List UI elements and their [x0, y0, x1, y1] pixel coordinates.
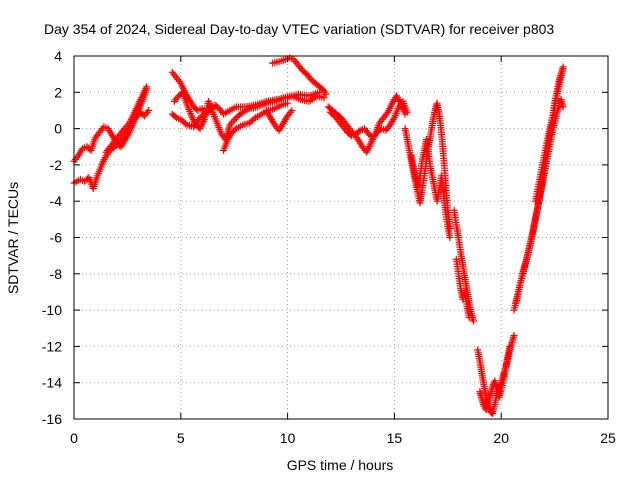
y-tick-label: 0	[54, 121, 62, 137]
data-point	[229, 117, 237, 125]
chart-title: Day 354 of 2024, Sidereal Day-to-day VTE…	[44, 21, 554, 37]
data-point	[506, 342, 514, 350]
data-point	[322, 90, 330, 98]
data-point	[201, 110, 209, 118]
x-tick-labels: 0 5 10 15 20 25	[70, 430, 616, 446]
data-point	[182, 120, 190, 128]
data-point	[250, 115, 258, 123]
data-points	[70, 54, 567, 418]
data-point	[231, 116, 239, 124]
y-tick-label: 2	[54, 84, 62, 100]
y-tick-label: -14	[42, 375, 62, 391]
data-point	[446, 234, 454, 241]
axis-ticks	[73, 55, 609, 420]
y-tick-label: -10	[42, 302, 62, 318]
y-tick-label: -6	[50, 230, 63, 246]
x-tick-label: 0	[70, 430, 78, 446]
data-point	[469, 317, 477, 325]
x-axis-title: GPS time / hours	[287, 457, 394, 473]
x-tick-label: 10	[280, 430, 296, 446]
grid-lines	[74, 56, 608, 419]
data-point	[288, 106, 296, 114]
data-point	[320, 94, 328, 102]
data-point	[403, 108, 411, 116]
data-point	[510, 332, 518, 340]
data-point	[209, 105, 217, 113]
y-tick-label: 4	[54, 48, 62, 64]
x-tick-label: 20	[493, 430, 509, 446]
y-axis-title: SDTVAR / TECUs	[5, 182, 21, 294]
x-tick-label: 25	[600, 430, 616, 446]
y-tick-label: -12	[42, 338, 62, 354]
data-point	[355, 128, 363, 136]
data-point	[284, 99, 292, 107]
data-point	[559, 103, 567, 111]
x-tick-label: 15	[387, 430, 403, 446]
data-point	[559, 65, 567, 73]
y-tick-label: -8	[50, 266, 63, 282]
data-point	[231, 126, 239, 134]
y-tick-label: -16	[42, 411, 62, 427]
data-point	[465, 313, 473, 321]
y-tick-label: -2	[50, 157, 63, 173]
data-point	[145, 106, 153, 114]
data-point	[237, 110, 245, 118]
data-point	[143, 83, 151, 91]
x-tick-label: 5	[177, 430, 185, 446]
y-tick-label: -4	[50, 193, 63, 209]
data-point	[488, 409, 496, 417]
data-point	[171, 113, 179, 120]
y-tick-labels: -16 -14 -12 -10 -8 -6 -4 -2 0 2 4	[42, 48, 62, 427]
